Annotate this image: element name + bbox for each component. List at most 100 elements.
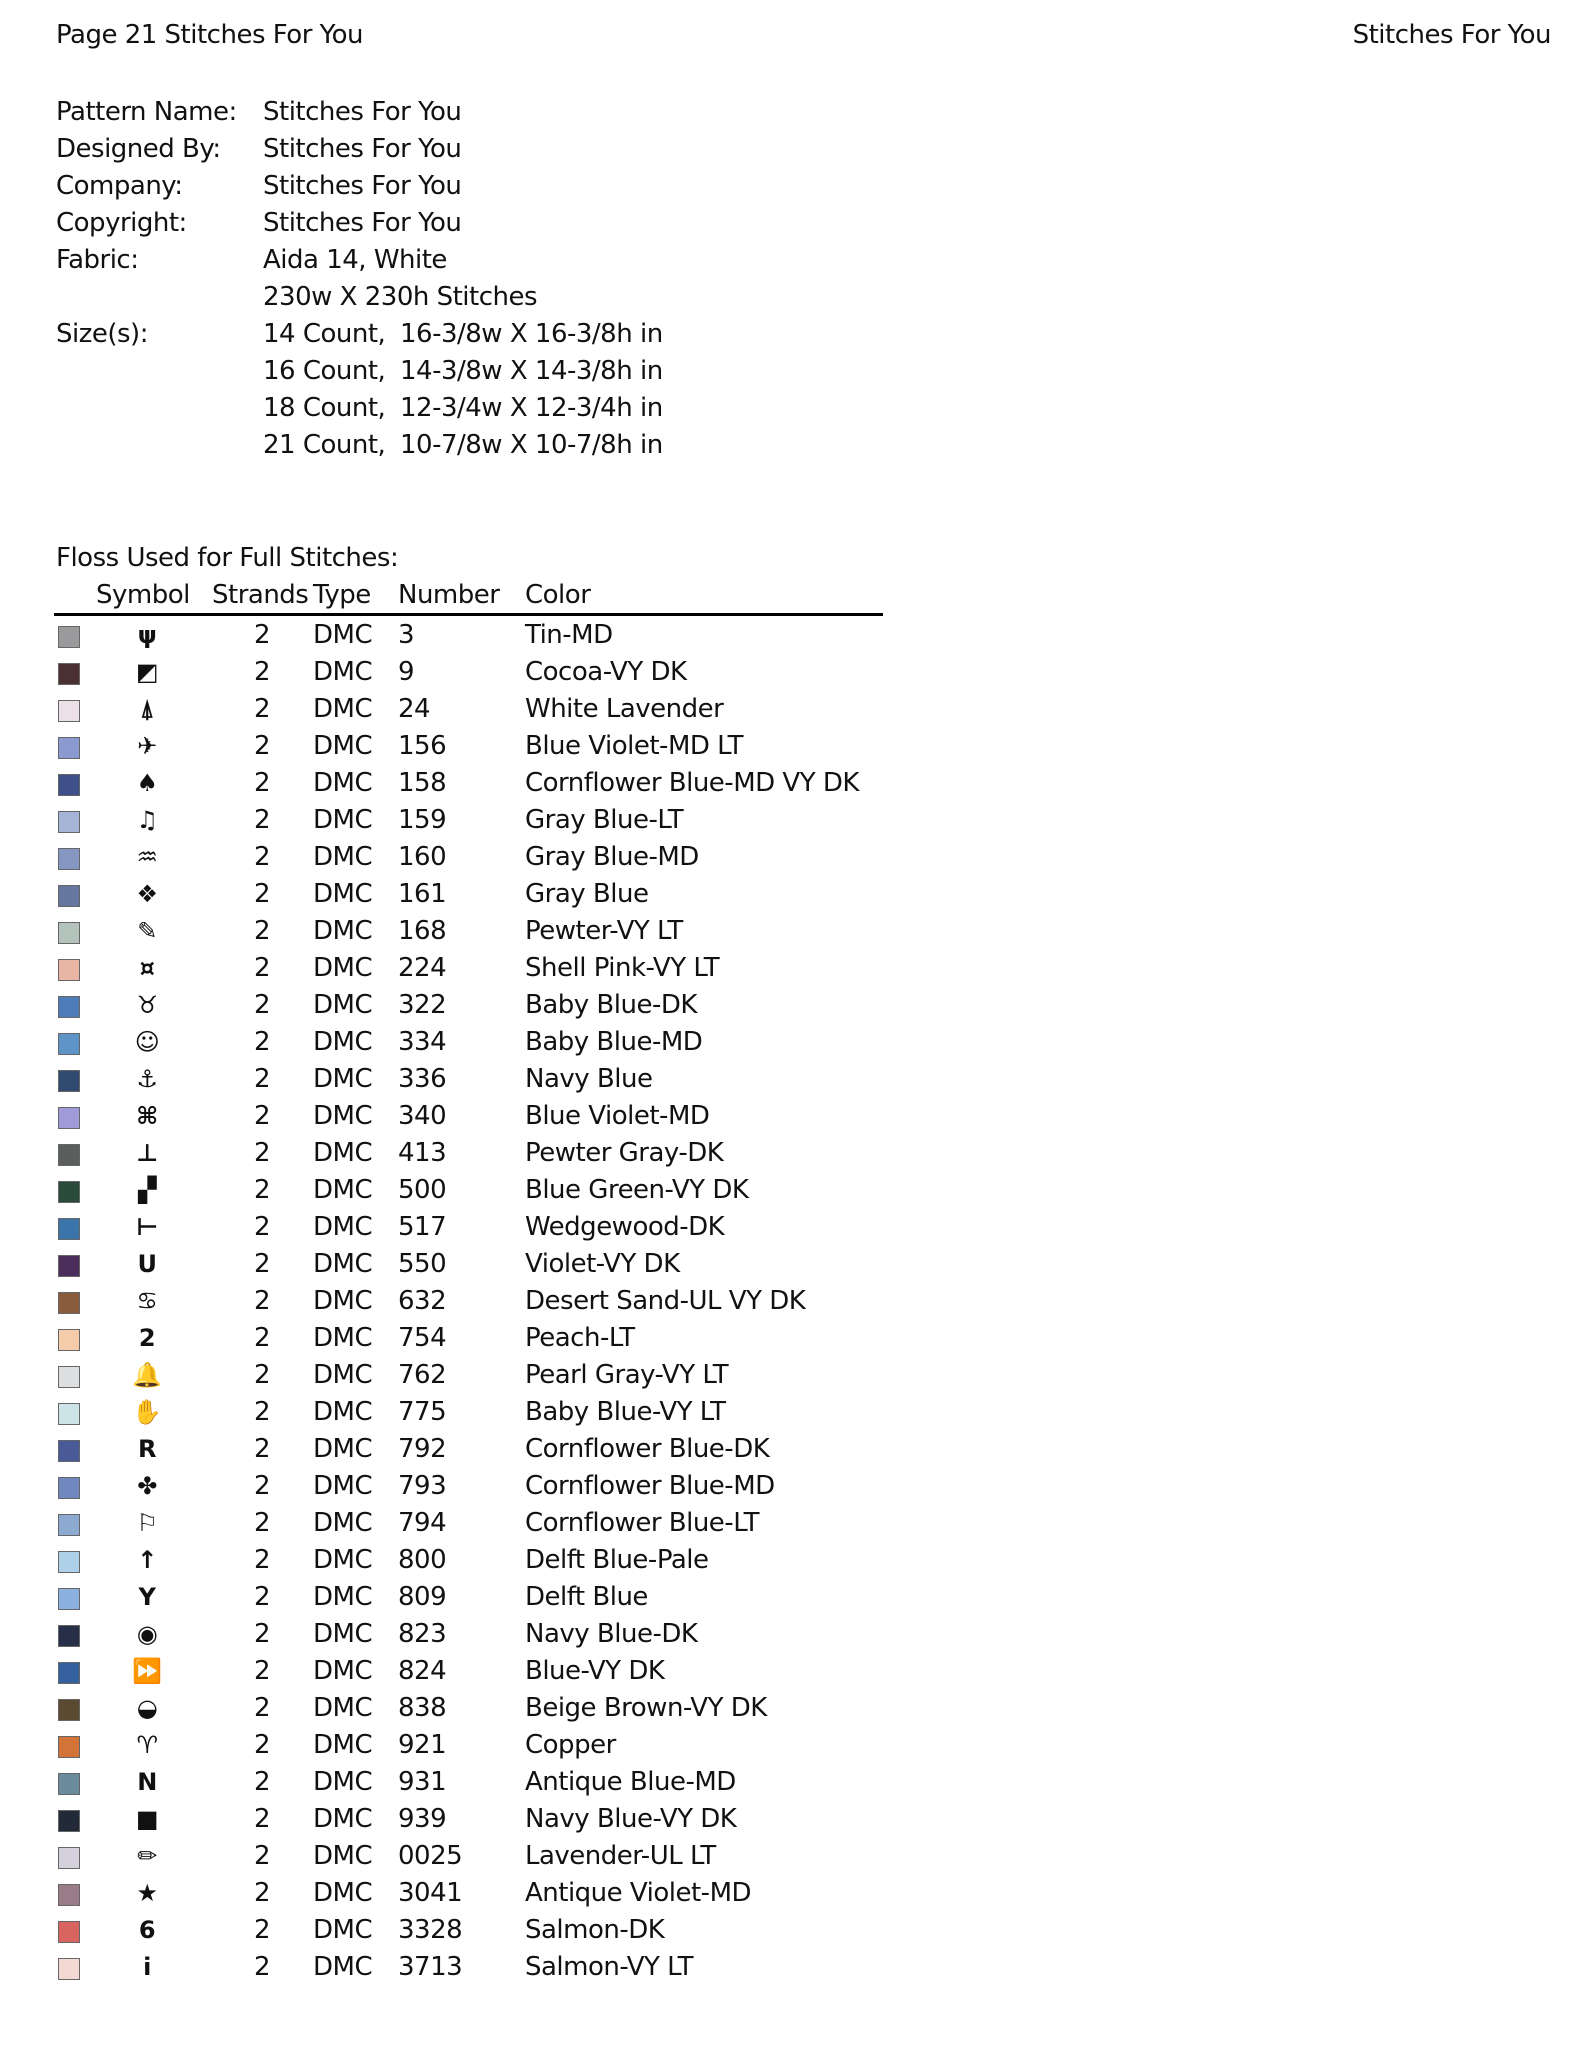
number-cell: 3713: [398, 1952, 463, 1982]
strands-cell: 2: [254, 620, 271, 650]
color-name-cell: Shell Pink-VY LT: [525, 953, 720, 983]
color-name-cell: Gray Blue: [525, 879, 649, 909]
size-count: 16 Count,: [263, 356, 386, 386]
color-swatch: [58, 737, 80, 759]
color-swatch: [58, 1921, 80, 1943]
half-circle-icon: ◒: [136, 1694, 158, 1722]
type-cell: DMC: [313, 1767, 373, 1797]
strands-cell: 2: [254, 1730, 271, 1760]
type-cell: DMC: [313, 1323, 373, 1353]
color-swatch: [58, 848, 80, 870]
color-name-cell: White Lavender: [525, 694, 724, 724]
color-name-cell: Peach-LT: [525, 1323, 635, 1353]
table-row: R 2 DMC 792 Cornflower Blue-DK: [54, 1432, 884, 1469]
type-cell: DMC: [313, 1804, 373, 1834]
column-header-color: Color: [525, 580, 591, 610]
strands-cell: 2: [254, 805, 271, 835]
type-cell: DMC: [313, 1138, 373, 1168]
strands-cell: 2: [254, 953, 271, 983]
color-swatch: [58, 1958, 80, 1980]
eye-icon: ◉: [136, 1620, 158, 1648]
color-name-cell: Desert Sand-UL VY DK: [525, 1286, 806, 1316]
type-cell: DMC: [313, 1434, 373, 1464]
number-cell: 550: [398, 1249, 447, 1279]
hand-icon: ✋: [132, 1398, 162, 1426]
color-swatch: [58, 1884, 80, 1906]
table-row: ★ 2 DMC 3041 Antique Violet-MD: [54, 1876, 884, 1913]
number-cell: 838: [398, 1693, 447, 1723]
table-row: ✤ 2 DMC 793 Cornflower Blue-MD: [54, 1469, 884, 1506]
column-header-type: Type: [313, 580, 371, 610]
color-swatch: [58, 1329, 80, 1351]
type-cell: DMC: [313, 1545, 373, 1575]
table-row: ■ 2 DMC 939 Navy Blue-VY DK: [54, 1802, 884, 1839]
info-row: 230w X 230h Stitches: [56, 282, 956, 319]
command-icon: ⌘: [136, 1102, 158, 1130]
table-row: ¤ 2 DMC 224 Shell Pink-VY LT: [54, 951, 884, 988]
type-cell: DMC: [313, 990, 373, 1020]
strands-cell: 2: [254, 1360, 271, 1390]
size-count: 21 Count,: [263, 430, 386, 460]
letter-i-icon: i: [143, 1953, 151, 1981]
color-swatch: [58, 1403, 80, 1425]
step-blocks-icon: ▞: [138, 1176, 156, 1204]
strands-cell: 2: [254, 1175, 271, 1205]
info-row: Designed By: Stitches For You: [56, 134, 956, 171]
number-cell: 156: [398, 731, 447, 761]
color-name-cell: Navy Blue-VY DK: [525, 1804, 737, 1834]
table-row: ♒ 2 DMC 160 Gray Blue-MD: [54, 840, 884, 877]
type-cell: DMC: [313, 1952, 373, 1982]
number-cell: 224: [398, 953, 447, 983]
color-swatch: [58, 1847, 80, 1869]
color-swatch: [58, 1551, 80, 1573]
color-swatch: [58, 626, 80, 648]
type-cell: DMC: [313, 842, 373, 872]
table-row: ♫ 2 DMC 159 Gray Blue-LT: [54, 803, 884, 840]
color-swatch: [58, 959, 80, 981]
strands-cell: 2: [254, 1508, 271, 1538]
info-value: 230w X 230h Stitches: [263, 282, 538, 312]
table-row: ✎ 2 DMC 168 Pewter-VY LT: [54, 914, 884, 951]
music-note-icon: ♫: [136, 806, 158, 834]
color-name-cell: Navy Blue: [525, 1064, 653, 1094]
strands-cell: 2: [254, 879, 271, 909]
color-name-cell: Pewter Gray-DK: [525, 1138, 724, 1168]
strands-cell: 2: [254, 916, 271, 946]
strands-cell: 2: [254, 1101, 271, 1131]
type-cell: DMC: [313, 657, 373, 687]
table-row: ⏩ 2 DMC 824 Blue-VY DK: [54, 1654, 884, 1691]
color-swatch: [58, 1107, 80, 1129]
color-name-cell: Blue Violet-MD LT: [525, 731, 743, 761]
column-header-number: Number: [398, 580, 500, 610]
type-cell: DMC: [313, 620, 373, 650]
strands-cell: 2: [254, 1064, 271, 1094]
table-row: ♉ 2 DMC 322 Baby Blue-DK: [54, 988, 884, 1025]
color-swatch: [58, 1477, 80, 1499]
color-swatch: [58, 922, 80, 944]
diamond-cluster-icon: ❖: [136, 880, 158, 908]
size-count: 18 Count,: [263, 393, 386, 423]
strands-cell: 2: [254, 1545, 271, 1575]
table-row: ↑ 2 DMC 800 Delft Blue-Pale: [54, 1543, 884, 1580]
color-name-cell: Pearl Gray-VY LT: [525, 1360, 729, 1390]
type-cell: DMC: [313, 768, 373, 798]
info-label: Pattern Name:: [56, 97, 237, 127]
color-name-cell: Gray Blue-MD: [525, 842, 699, 872]
letter-n-icon: N: [137, 1768, 157, 1796]
table-row: 6 2 DMC 3328 Salmon-DK: [54, 1913, 884, 1950]
type-cell: DMC: [313, 1471, 373, 1501]
color-swatch: [58, 1440, 80, 1462]
table-row: ☺ 2 DMC 334 Baby Blue-MD: [54, 1025, 884, 1062]
color-swatch: [58, 996, 80, 1018]
number-cell: 632: [398, 1286, 447, 1316]
type-cell: DMC: [313, 1101, 373, 1131]
color-swatch: [58, 885, 80, 907]
info-value: Stitches For You: [263, 171, 462, 201]
type-cell: DMC: [313, 1878, 373, 1908]
color-swatch: [58, 1218, 80, 1240]
square-icon: ■: [135, 1805, 159, 1833]
strands-cell: 2: [254, 1323, 271, 1353]
info-row: Copyright: Stitches For You: [56, 208, 956, 245]
strands-cell: 2: [254, 1952, 271, 1982]
type-cell: DMC: [313, 916, 373, 946]
